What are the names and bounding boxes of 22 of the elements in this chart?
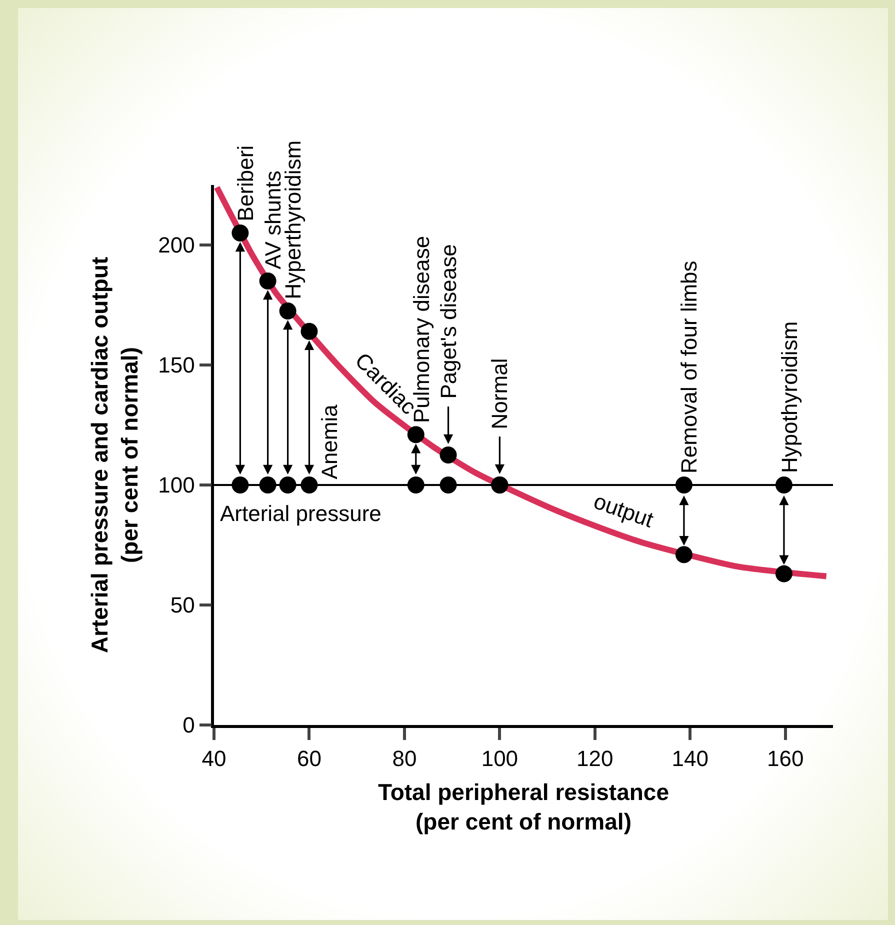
y-tick-label: 200 (158, 232, 195, 258)
annotation: Beriberi (233, 145, 258, 222)
annotation: output (590, 488, 657, 532)
x-tick-label: 80 (392, 746, 417, 772)
annotation: Paget's disease (436, 244, 461, 399)
x-tick-label: 140 (672, 746, 709, 772)
x-tick-label: 160 (767, 746, 804, 772)
x-tick-label: 40 (202, 746, 226, 772)
x-axis-title: Total peripheral resistance (per cent of normal) (378, 778, 670, 835)
x-tick-label: 60 (296, 746, 322, 772)
y-tick-label: 0 (182, 712, 195, 738)
x-tick-label: 100 (481, 746, 518, 772)
y-tick-label: 100 (158, 472, 195, 498)
annotation: Normal (487, 358, 512, 430)
annotation: Hypothyroidism (776, 321, 802, 473)
x-tick-label: 120 (576, 746, 614, 772)
y-axis-title: Arterial pressure and cardiac output (per cent of normal) (86, 256, 143, 654)
annotation: Anemia (317, 404, 342, 480)
y-tick-label: 150 (158, 352, 195, 378)
y-tick-label: 50 (170, 592, 195, 618)
annotation: Removal of four limbs (676, 260, 702, 474)
series-label: Arterial pressure (220, 501, 382, 526)
